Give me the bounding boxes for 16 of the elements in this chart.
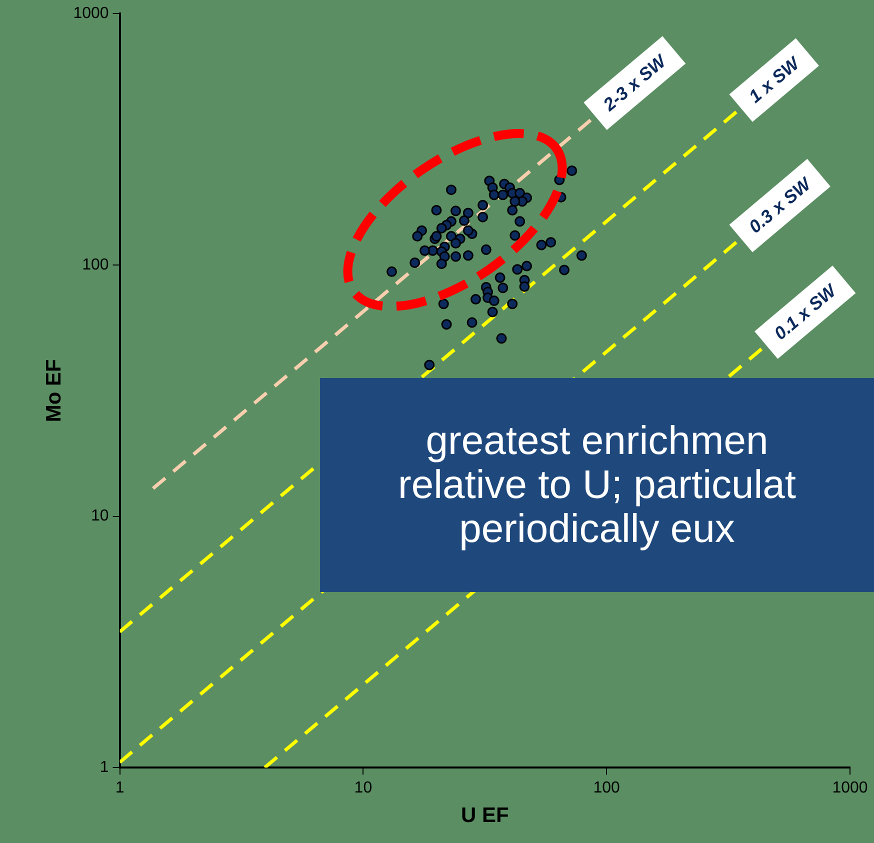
x-tick-label: 1000 xyxy=(832,780,868,797)
y-tick-label: 10 xyxy=(90,508,109,525)
text-box: greatest enrichmen relative to U; particulat periodically eux xyxy=(320,378,874,592)
y-axis-title: Mo EF xyxy=(42,358,66,422)
x-tick-label: 10 xyxy=(354,780,372,797)
text: 2-3 x SW xyxy=(598,50,672,116)
text: 0.1 x SW xyxy=(770,279,842,344)
text: 1 x SW xyxy=(745,52,805,107)
y-tick-label: 1000 xyxy=(73,5,109,22)
x-axis-title: U EF xyxy=(460,804,509,828)
x-tick-label: 1 xyxy=(115,780,124,797)
text: 0.3 x SW xyxy=(745,172,816,238)
y-tick-label: 100 xyxy=(82,256,109,274)
x-tick-label: 100 xyxy=(593,780,620,797)
y-tick-label: 1 xyxy=(100,759,109,776)
annotation: greatest enrichmen relative to U; particulat periodically eux xyxy=(398,419,796,551)
